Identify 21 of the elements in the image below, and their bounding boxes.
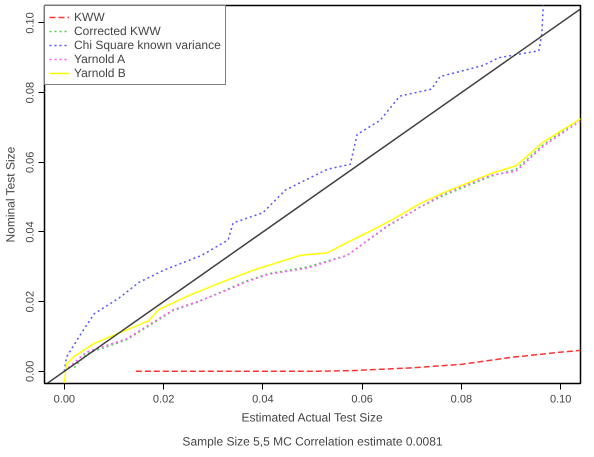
x-tick-label: 0.08 — [450, 394, 472, 406]
x-axis-title: Estimated Actual Test Size — [241, 410, 383, 424]
legend-label: Corrected KWW — [74, 24, 161, 38]
y-axis-title: Nominal Test Size — [4, 146, 18, 243]
legend-label: Yarnold B — [74, 66, 126, 80]
x-tick-label: 0.06 — [351, 394, 373, 406]
line-series — [135, 350, 580, 372]
y-tick-label: 0.06 — [24, 152, 36, 173]
y-tick-label: 0.02 — [24, 290, 36, 312]
x-tick-label: 0.00 — [54, 394, 76, 406]
x-tick-label: 0.02 — [152, 394, 174, 406]
y-tick-label: 0.08 — [24, 82, 36, 104]
text: Sample Size 5,5 MC Correlation estimate 0.0081 — [182, 434, 443, 448]
legend-label: KWW — [74, 10, 105, 24]
x-tick-label: 0.04 — [252, 394, 274, 406]
y-tick-label: 0.10 — [24, 12, 36, 34]
y-tick-label: 0.00 — [24, 360, 36, 382]
x-tick-label: 0.10 — [550, 394, 572, 406]
legend-label: Chi Square known variance — [74, 38, 221, 52]
y-tick-label: 0.04 — [24, 221, 36, 243]
legend-label: Yarnold A — [74, 52, 126, 66]
